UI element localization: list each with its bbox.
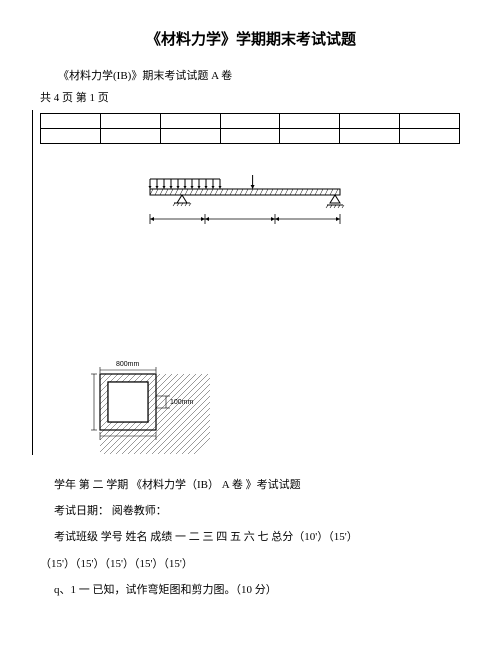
cell	[160, 129, 220, 144]
table-row	[41, 129, 460, 144]
svg-text:100mm: 100mm	[170, 399, 194, 406]
info-line: q、1 一 已知，试作弯矩图和剪力图。（10 分）	[54, 578, 462, 602]
diagrams-container: 800mm 100mm	[80, 164, 462, 459]
cell	[340, 114, 400, 129]
beam-diagram	[80, 164, 380, 239]
cell	[100, 129, 160, 144]
svg-text:800mm: 800mm	[116, 361, 140, 368]
cell	[280, 114, 340, 129]
cell	[160, 114, 220, 129]
info-text-block: 学年 第 二 学期 《材料力学（IB） A 卷 》考试试题 考试日期： 阅卷教师…	[54, 473, 462, 602]
info-line: 学年 第 二 学期 《材料力学（IB） A 卷 》考试试题	[54, 473, 462, 497]
main-title: 《材料力学》学期期末考试试题	[40, 28, 462, 49]
cell	[280, 129, 340, 144]
info-line: 考试班级 学号 姓名 成绩 一 二 三 四 五 六 七 总分（10'）（15'）	[54, 525, 462, 549]
subtitle: 《材料力学(IB)》期末考试试题 A 卷	[58, 67, 462, 83]
vertical-divider	[32, 110, 33, 455]
cell	[340, 129, 400, 144]
cell	[220, 129, 280, 144]
cell	[400, 129, 460, 144]
table-row	[41, 114, 460, 129]
cell	[220, 114, 280, 129]
cross-section-diagram: 800mm 100mm	[80, 354, 210, 454]
info-line: （15'）（15'）（15'）（15'）（15'）	[40, 552, 462, 576]
score-grid-table	[40, 113, 460, 144]
cell	[400, 114, 460, 129]
cell	[100, 114, 160, 129]
page-info: 共 4 页 第 1 页	[40, 89, 462, 105]
cell	[41, 114, 101, 129]
cell	[41, 129, 101, 144]
info-line: 考试日期： 阅卷教师：	[54, 499, 462, 523]
